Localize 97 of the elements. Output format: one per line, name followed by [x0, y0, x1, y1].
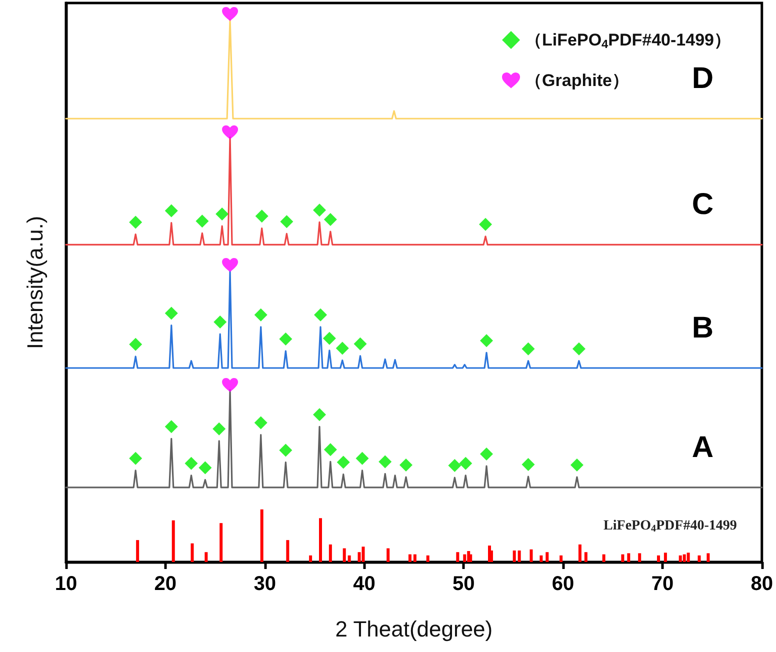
bar [172, 520, 175, 562]
point [522, 342, 535, 356]
point [222, 6, 238, 21]
bar [342, 548, 346, 562]
point [164, 306, 178, 320]
point [198, 461, 212, 474]
point [448, 459, 462, 472]
bar [627, 553, 630, 562]
bar [318, 518, 322, 562]
x-axis-title: 2 Theat(degree) [335, 616, 493, 642]
point [222, 258, 238, 272]
bar [540, 555, 543, 562]
bar [706, 553, 710, 562]
point [255, 210, 268, 223]
point [279, 332, 292, 346]
point [196, 214, 209, 228]
bar [678, 555, 682, 562]
point [570, 458, 584, 472]
point [480, 448, 494, 461]
point [479, 218, 492, 231]
bar [413, 554, 416, 562]
bar [638, 553, 642, 562]
bar [698, 555, 701, 562]
y-axis-title: Intensity(a.u.) [22, 216, 48, 350]
point [336, 342, 349, 355]
point [129, 452, 142, 465]
bar [286, 540, 290, 562]
legend-label: （Graphite） [525, 70, 629, 90]
bar [578, 544, 582, 562]
bar [530, 549, 533, 562]
bar [602, 554, 606, 562]
bar [621, 554, 624, 562]
point [222, 125, 238, 140]
point [129, 216, 142, 229]
point [356, 452, 369, 465]
point [572, 342, 586, 356]
point [522, 458, 535, 471]
point [324, 443, 337, 456]
bar [408, 554, 412, 562]
bar [362, 546, 365, 562]
point [378, 455, 392, 468]
x-tick-label: 20 [154, 573, 177, 595]
point [480, 334, 494, 348]
bar [348, 555, 351, 562]
bar [456, 552, 460, 562]
x-tick-label: 30 [254, 573, 276, 595]
point [280, 215, 294, 228]
bar [546, 552, 549, 562]
bar [204, 552, 208, 562]
point [184, 456, 198, 470]
x-tick-label: 50 [452, 573, 475, 595]
point [313, 408, 326, 422]
bar [518, 550, 521, 562]
bar [260, 509, 264, 562]
point [399, 458, 412, 472]
x-tick-label: 70 [651, 573, 674, 595]
point [354, 337, 367, 350]
point [214, 315, 227, 328]
bar [512, 550, 516, 562]
point [279, 444, 292, 457]
bar [136, 540, 140, 562]
series-label: C [692, 188, 714, 222]
x-tick-label: 80 [750, 573, 773, 595]
point [212, 422, 226, 436]
point [222, 378, 238, 392]
bar [463, 554, 466, 562]
bar [682, 554, 686, 562]
point [322, 332, 336, 345]
point [164, 420, 178, 434]
bar [309, 555, 312, 562]
point [336, 456, 350, 469]
bar [469, 554, 472, 562]
series-label: A [692, 430, 714, 464]
bar [584, 552, 588, 562]
bar [220, 523, 223, 562]
bar [664, 552, 667, 562]
point [164, 204, 178, 218]
bar [386, 548, 390, 562]
x-tick-label: 10 [54, 573, 78, 595]
bar [426, 555, 430, 562]
point [129, 338, 142, 351]
bar [328, 544, 332, 562]
point [459, 456, 472, 470]
bar [686, 552, 690, 562]
point [313, 204, 326, 217]
point [324, 212, 337, 226]
series-label: B [692, 311, 714, 344]
bar [560, 555, 563, 562]
x-tick-label: 60 [552, 573, 574, 595]
x-tick-label: 40 [353, 573, 376, 595]
point [216, 207, 229, 220]
point [254, 308, 268, 322]
bar [190, 543, 194, 562]
bar [656, 555, 660, 562]
point [254, 416, 268, 430]
series-label: D [692, 62, 714, 96]
point [314, 308, 327, 322]
